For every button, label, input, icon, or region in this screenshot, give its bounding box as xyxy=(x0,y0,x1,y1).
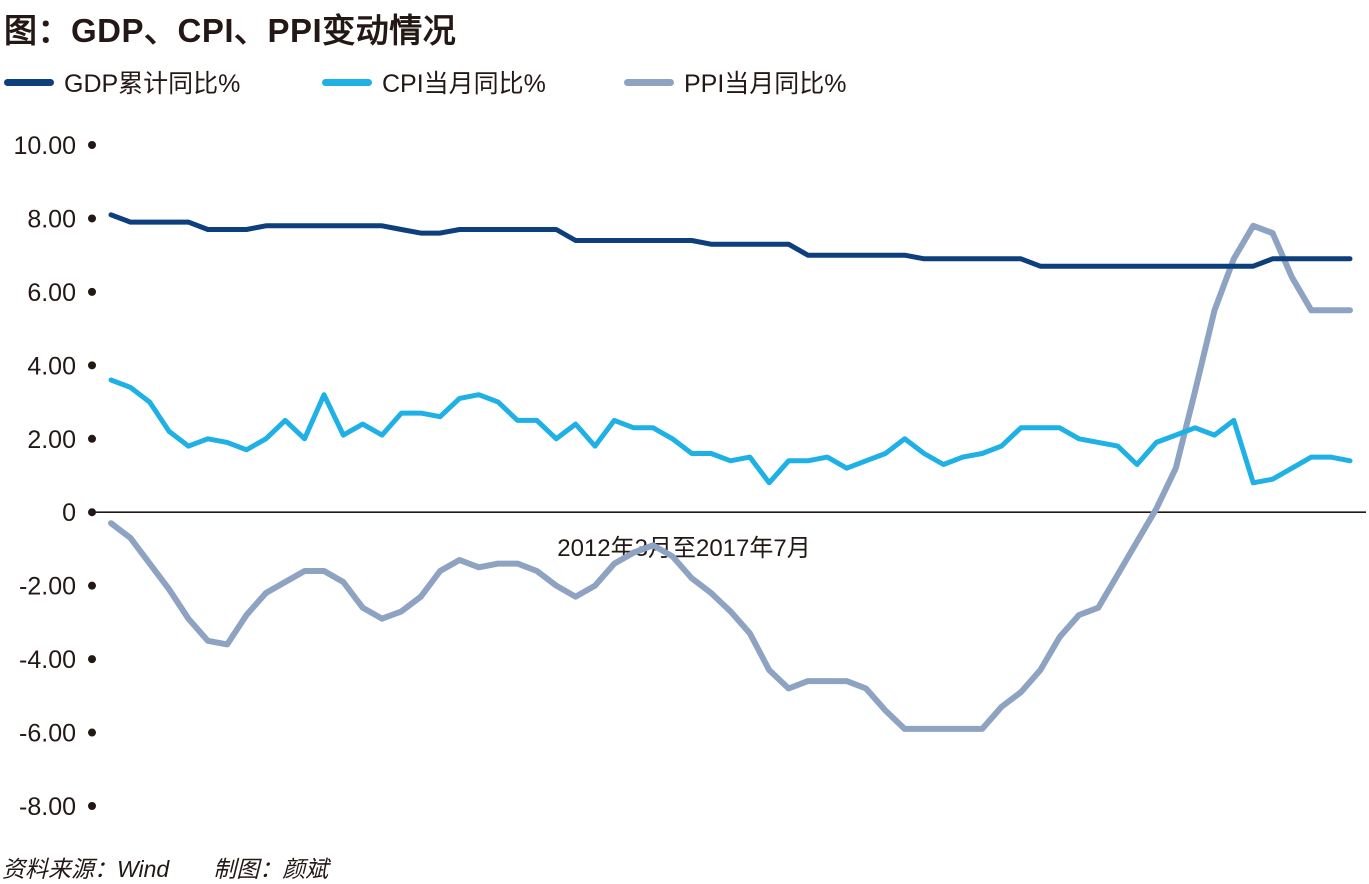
y-tick-dot xyxy=(88,655,96,664)
y-tick-dot xyxy=(88,802,96,810)
y-tick-label: -2.00 xyxy=(19,573,76,601)
legend-label-gdp: GDP累计同比% xyxy=(64,70,241,98)
y-tick-dot xyxy=(88,361,96,370)
y-tick-dot xyxy=(88,728,96,737)
y-tick-dot xyxy=(88,287,96,296)
y-tick-label: 10.00 xyxy=(13,132,76,160)
legend-item-cpi: CPI当月同比% xyxy=(322,62,546,102)
legend-label-ppi: PPI当月同比% xyxy=(684,70,847,98)
y-tick-label: 0 xyxy=(62,499,76,527)
y-tick-dot xyxy=(88,141,96,149)
series-line-gdp xyxy=(108,212,1353,269)
legend-item-gdp: GDP累计同比% xyxy=(4,62,240,102)
y-tick-dot xyxy=(88,434,96,443)
y-tick-dot xyxy=(88,508,96,517)
legend-swatch-gdp xyxy=(4,78,54,86)
legend-swatch-cpi xyxy=(322,78,372,86)
y-tick-label: 4.00 xyxy=(27,352,76,380)
chart-title: 图：GDP、CPI、PPI变动情况 xyxy=(4,12,457,49)
y-tick-dot xyxy=(88,214,96,223)
footer: 资料来源：Wind 制图：颜斌 xyxy=(2,850,372,884)
legend: GDP累计同比% CPI当月同比% PPI当月同比% xyxy=(0,62,1369,102)
series-line-ppi xyxy=(108,222,1353,732)
y-tick-label: 8.00 xyxy=(27,205,76,233)
y-tick-label: 2.00 xyxy=(27,426,76,454)
legend-item-ppi: PPI当月同比% xyxy=(624,62,847,102)
y-tick-label: -8.00 xyxy=(19,793,76,821)
y-tick-dot xyxy=(88,581,96,590)
legend-swatch-ppi xyxy=(624,78,674,86)
y-tick-label: -4.00 xyxy=(19,646,76,674)
y-tick-label: 6.00 xyxy=(27,279,76,307)
credit-note: 制图：颜斌 xyxy=(213,856,329,882)
y-tick-label: -6.00 xyxy=(19,720,76,748)
series-line-cpi xyxy=(108,377,1353,486)
x-axis-label: 2012年3月至2017年7月 xyxy=(557,535,810,562)
source-note: 资料来源：Wind xyxy=(2,856,170,882)
legend-label-cpi: CPI当月同比% xyxy=(382,70,546,98)
